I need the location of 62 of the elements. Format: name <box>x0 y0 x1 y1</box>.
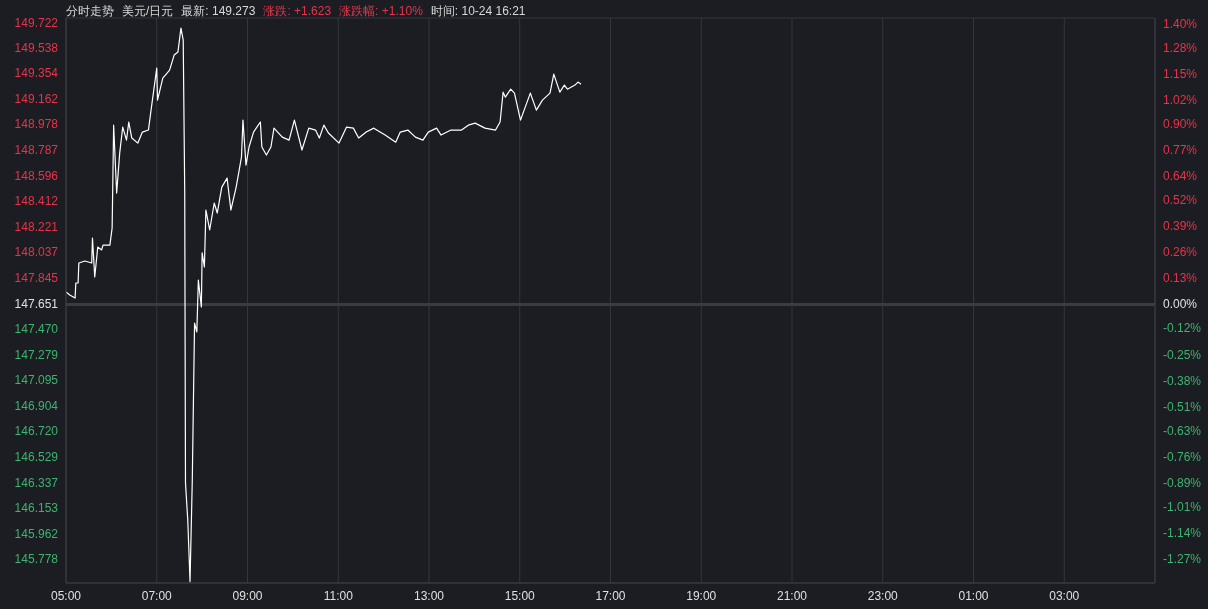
y2-tick-label: 0.13% <box>1163 271 1198 286</box>
y2-tick-label: 0.90% <box>1163 116 1198 131</box>
y-tick-label: 148.221 <box>14 220 59 235</box>
y2-tick-label: 0.64% <box>1163 169 1198 184</box>
y-tick-label: 145.778 <box>14 551 59 566</box>
y-tick-label: 148.787 <box>14 143 59 158</box>
y2-tick-label: 1.15% <box>1163 66 1198 81</box>
y2-tick-label: 0.39% <box>1163 219 1198 234</box>
y-tick-label: 147.279 <box>14 347 59 362</box>
y-tick-label: 149.538 <box>14 41 59 56</box>
x-tick-label: 13:00 <box>413 588 445 603</box>
y-tick-label: 148.596 <box>14 169 59 184</box>
y2-tick-label: 1.28% <box>1163 40 1198 55</box>
y-tick-label: 147.470 <box>14 322 59 337</box>
y2-tick-label: -0.12% <box>1163 321 1202 336</box>
y-tick-label: 146.529 <box>14 449 59 464</box>
x-tick-label: 23:00 <box>867 588 899 603</box>
y2-tick-label: -0.89% <box>1163 475 1202 490</box>
y-tick-label: 145.962 <box>14 526 59 541</box>
x-tick-label: 09:00 <box>232 588 263 603</box>
y-tick-label: 149.354 <box>14 66 59 81</box>
y2-tick-label: 1.02% <box>1163 92 1198 107</box>
x-tick-label: 21:00 <box>776 588 808 603</box>
y2-tick-label: 0.52% <box>1163 193 1198 208</box>
y-tick-label: 147.651 <box>14 297 59 312</box>
y2-tick-label: 0.26% <box>1163 245 1198 260</box>
y-tick-label: 149.722 <box>14 16 59 31</box>
y-tick-label: 148.412 <box>14 194 59 209</box>
x-tick-label: 05:00 <box>50 588 82 603</box>
x-tick-label: 03:00 <box>1049 588 1080 603</box>
y2-tick-label: -0.38% <box>1163 373 1202 388</box>
x-tick-label: 01:00 <box>958 588 989 603</box>
y2-tick-label: -0.51% <box>1163 399 1202 414</box>
y2-tick-label: -1.14% <box>1163 526 1202 541</box>
y2-tick-label: 0.00% <box>1163 297 1198 312</box>
y-tick-label: 148.037 <box>14 245 59 260</box>
y2-tick-label: -1.01% <box>1163 499 1202 514</box>
x-tick-label: 11:00 <box>323 588 354 603</box>
y-tick-label: 147.095 <box>14 372 59 387</box>
y2-tick-label: -0.76% <box>1163 449 1202 464</box>
y2-tick-label: -0.25% <box>1163 347 1202 362</box>
y2-tick-label: -1.27% <box>1163 552 1202 567</box>
y2-tick-label: 0.77% <box>1163 142 1198 157</box>
x-tick-label: 07:00 <box>141 588 173 603</box>
annotation: 涨跌: +1.623 <box>263 3 332 20</box>
annotation: 时间: 10-24 16:21 <box>430 3 526 20</box>
y-tick-label: 149.162 <box>14 92 59 107</box>
y2-tick-label: 1.40% <box>1163 16 1198 31</box>
chart-subtitle: 美元/日元 <box>122 3 174 20</box>
y-tick-label: 146.720 <box>14 423 59 438</box>
y-tick-label: 146.904 <box>14 398 59 413</box>
annotation: 最新: 149.273 <box>181 3 256 20</box>
annotation: 涨跌幅: +1.10% <box>339 3 423 20</box>
x-tick-label: 19:00 <box>686 588 717 603</box>
x-tick-label: 15:00 <box>504 588 536 603</box>
y-tick-label: 146.153 <box>14 500 59 515</box>
y-tick-label: 146.337 <box>14 475 59 490</box>
y-tick-label: 148.978 <box>14 117 59 132</box>
y2-tick-label: -0.63% <box>1163 423 1202 438</box>
x-tick-label: 17:00 <box>595 588 626 603</box>
y-tick-label: 147.845 <box>14 271 59 286</box>
chart-title: 分时走势 <box>66 3 114 20</box>
